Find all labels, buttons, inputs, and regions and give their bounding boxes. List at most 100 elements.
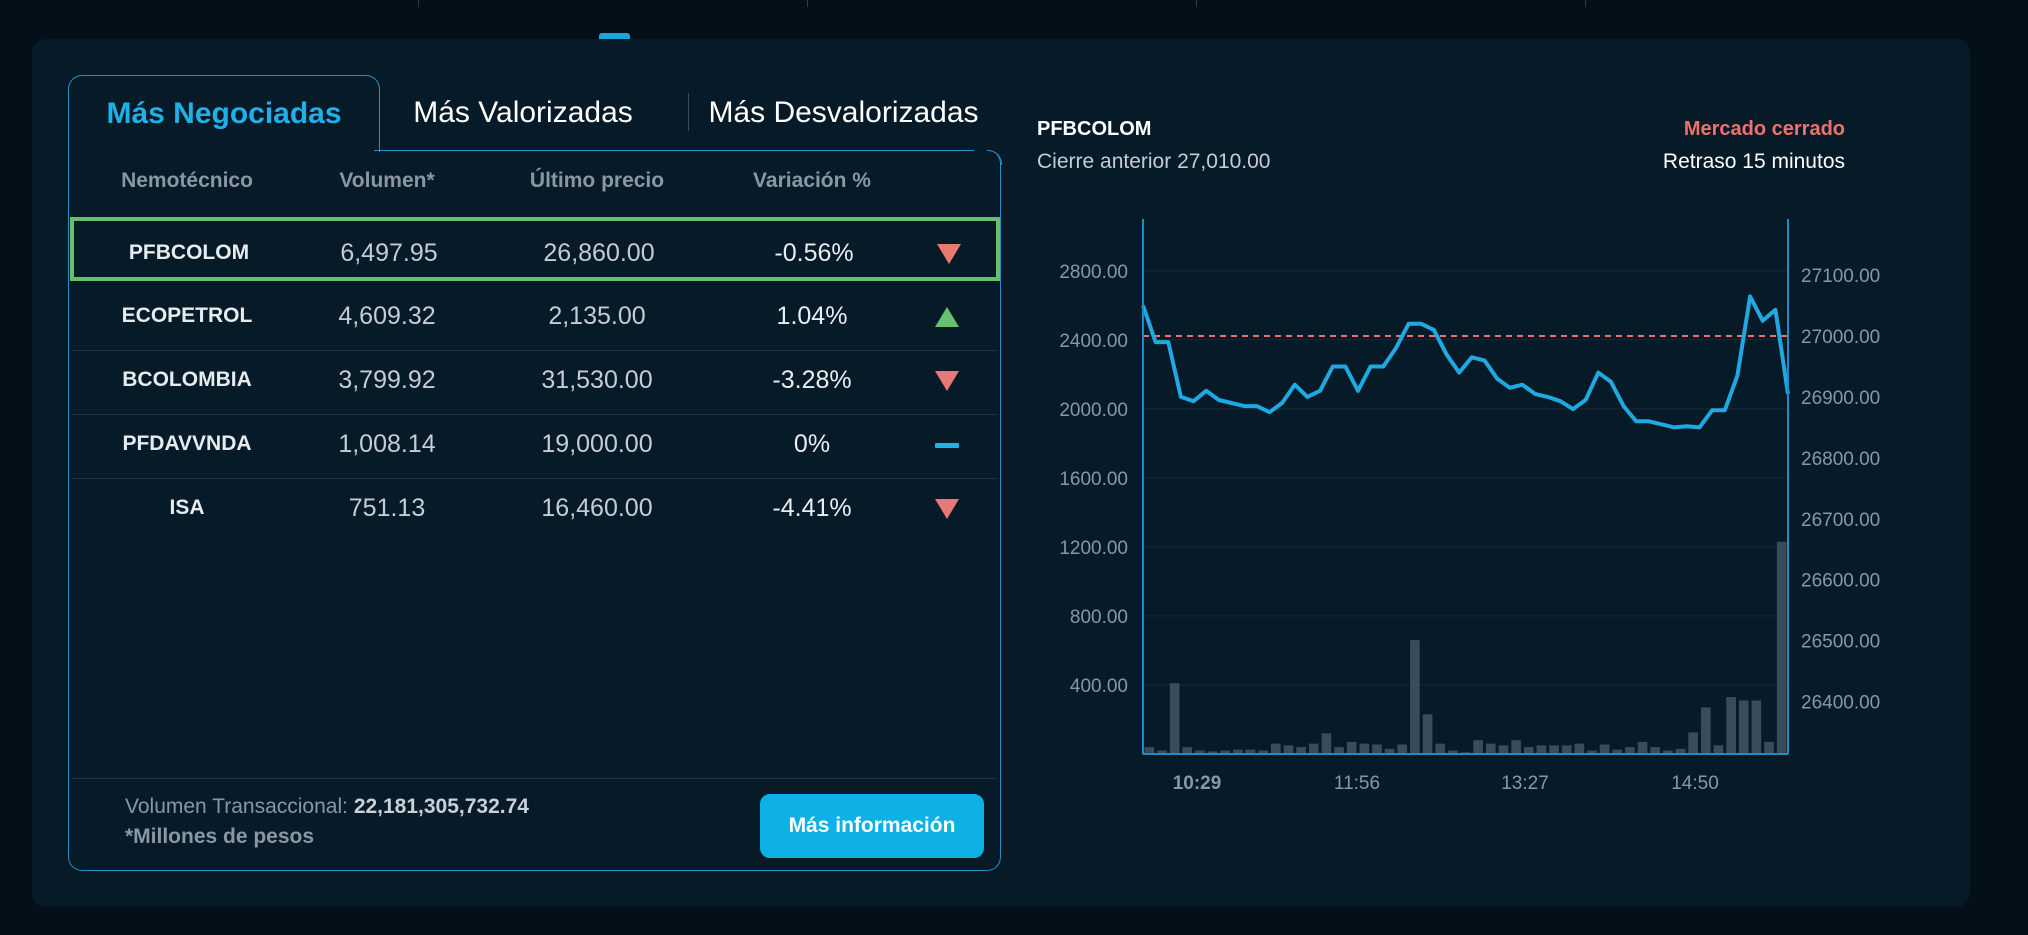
more-info-button[interactable]: Más información — [760, 794, 984, 858]
volume-bar — [1574, 743, 1585, 754]
header-variacion: Variación % — [753, 169, 871, 192]
volume-bar — [1334, 747, 1344, 754]
right-tick-label: 26500.00 — [1801, 632, 1880, 653]
volume-bar — [1169, 683, 1180, 754]
volume-bar — [1599, 744, 1610, 754]
volume-bar — [1372, 744, 1382, 754]
row-volume: 751.13 — [348, 494, 426, 522]
trend-up-icon — [902, 284, 992, 348]
row-divider — [72, 478, 997, 479]
row-code: BCOLOMBIA — [122, 368, 252, 391]
x-tick-labels: 10:29 11:56 13:27 14:50 — [1173, 773, 1719, 794]
volume-bar — [1523, 747, 1534, 754]
x-tick-label: 11:56 — [1334, 773, 1380, 794]
right-tick-label: 26600.00 — [1801, 571, 1880, 592]
right-tick-label: 27000.00 — [1801, 327, 1880, 348]
volume-bar — [1397, 744, 1408, 754]
row-code: ISA — [169, 496, 205, 519]
delay-notice: Retraso 15 minutos — [1662, 150, 1845, 173]
left-tick-label: 2400.00 — [1059, 331, 1128, 352]
panel-border-corner — [987, 150, 1002, 165]
row-price: 16,460.00 — [541, 494, 653, 522]
volume-bar — [1384, 748, 1395, 754]
table-row[interactable]: ECOPETROL 4,609.32 2,135.00 1.04% — [72, 284, 999, 348]
tab-bar: Más Negociadas Más Valorizadas Más Desva… — [68, 75, 1001, 152]
table-row[interactable]: BCOLOMBIA 3,799.92 31,530.00 -3.28% — [72, 348, 999, 412]
row-divider — [72, 414, 997, 415]
volume-bar — [1625, 747, 1635, 754]
volume-bar — [1346, 741, 1357, 754]
volume-bar — [1258, 750, 1268, 754]
trend-flat-icon — [902, 412, 992, 476]
row-price: 2,135.00 — [548, 302, 646, 330]
volume-bar — [1435, 743, 1446, 754]
volume-bar — [1498, 745, 1509, 754]
trend-down-icon — [904, 221, 994, 285]
table-header: Nemotécnico Volumen* Último precio Varia… — [72, 169, 997, 209]
row-variation: 0% — [793, 430, 831, 458]
volume-bar — [1726, 697, 1736, 754]
table-row[interactable]: PFDAVVNDA 1,008.14 19,000.00 0% — [72, 412, 999, 476]
row-code: PFBCOLOM — [128, 241, 250, 264]
volume-bar — [1308, 743, 1319, 754]
volume-bar — [1321, 733, 1332, 754]
tab-mas-desvalorizadas[interactable]: Más Desvalorizadas — [708, 96, 979, 129]
row-code: ECOPETROL — [121, 304, 253, 327]
volume-bar — [1688, 732, 1698, 754]
x-tick-label: 14:50 — [1671, 773, 1719, 794]
volume-bar — [1195, 750, 1205, 754]
left-tick-label: 400.00 — [1070, 676, 1128, 697]
x-tick-label: 13:27 — [1501, 773, 1549, 794]
transaction-volume-label: Volumen Transaccional: — [125, 795, 348, 818]
volume-bar — [1751, 700, 1762, 754]
volume-bar — [1144, 747, 1155, 754]
header-ultimo-precio: Último precio — [529, 169, 665, 192]
right-tick-label: 26700.00 — [1801, 510, 1880, 531]
volume-bar — [1448, 750, 1458, 754]
volume-bar — [1207, 751, 1218, 754]
tab-mas-valorizadas[interactable]: Más Valorizadas — [413, 96, 633, 129]
table-row[interactable]: PFBCOLOM 6,497.95 26,860.00 -0.56% — [70, 217, 1000, 281]
nav-separator — [1196, 0, 1197, 7]
volume-bar — [1359, 743, 1370, 754]
tab-divider — [688, 93, 689, 131]
row-volume: 4,609.32 — [338, 302, 436, 330]
right-tick-label: 26800.00 — [1801, 449, 1880, 470]
top-nav-strip — [0, 0, 2028, 39]
volume-bar — [1713, 745, 1724, 754]
detail-symbol: PFBCOLOM — [1037, 118, 1152, 140]
left-tick-label: 2800.00 — [1059, 262, 1128, 283]
volume-bar — [1536, 745, 1547, 754]
left-tick-label: 800.00 — [1070, 607, 1128, 628]
volume-bars — [1144, 541, 1787, 754]
volume-bar — [1157, 750, 1167, 754]
volume-bar — [1776, 541, 1787, 754]
volume-bar — [1485, 743, 1496, 754]
active-nav-indicator — [599, 33, 630, 39]
volume-bar — [1220, 750, 1231, 754]
header-nemotecnico: Nemotécnico — [121, 169, 253, 192]
previous-close-label: Cierre anterior — [1037, 150, 1172, 173]
volume-bar — [1612, 749, 1623, 754]
price-volume-chart: 2800.00 2400.00 2000.00 1600.00 1200.00 800.0… — [1059, 219, 1880, 794]
right-tick-label: 26400.00 — [1801, 693, 1880, 714]
footnote: *Millones de pesos — [125, 825, 315, 848]
trend-down-icon — [902, 476, 992, 540]
volume-bar — [1561, 745, 1572, 754]
right-tick-labels: 27100.00 27000.00 26900.00 26800.00 26700.00… — [1801, 266, 1880, 714]
table-row[interactable]: ISA 751.13 16,460.00 -4.41% — [72, 476, 999, 540]
previous-close-value: 27,010.00 — [1177, 150, 1271, 173]
right-tick-label: 27100.00 — [1801, 266, 1880, 287]
transaction-volume-value: 22,181,305,732.74 — [353, 795, 529, 818]
x-tick-label: 10:29 — [1173, 773, 1222, 794]
volume-bar — [1182, 747, 1193, 754]
volume-bar — [1549, 745, 1559, 754]
volume-bar — [1511, 740, 1521, 754]
volume-bar — [1637, 741, 1648, 754]
volume-bar — [1663, 750, 1673, 754]
row-variation: -0.56% — [774, 239, 854, 267]
transaction-volume: Volumen Transaccional: 22,181,305,732.74 — [125, 795, 529, 819]
volume-bar — [1738, 700, 1749, 754]
tab-mas-negociadas[interactable]: Más Negociadas — [68, 75, 380, 152]
row-price: 26,860.00 — [543, 239, 655, 267]
